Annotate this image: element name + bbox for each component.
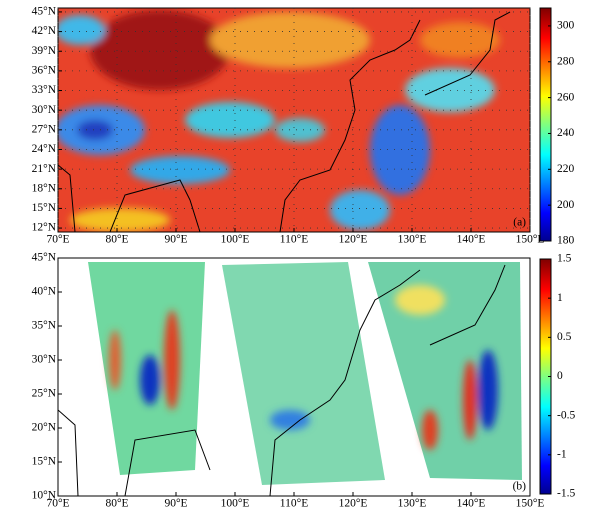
y-tick-label: 30°N — [32, 354, 57, 366]
y-tick-label: 45°N — [32, 252, 57, 264]
y-tick-label: 33°N — [32, 84, 57, 96]
x-tick-label: 100°E — [221, 498, 250, 510]
x-tick-label: 90°E — [164, 234, 187, 246]
x-tick-label: 110°E — [280, 234, 308, 246]
y-tick-label: 42°N — [32, 25, 57, 37]
x-tick-label: 80°E — [105, 498, 128, 510]
colorbar-tick-label: -1 — [557, 448, 567, 460]
colorbar-tick-label: 0.5 — [557, 331, 572, 343]
colorbar-tick-label: 240 — [557, 127, 575, 139]
y-tick-label: 21°N — [32, 163, 57, 175]
y-tick-label: 36°N — [32, 65, 57, 77]
colorbar-tick-label: -1.5 — [557, 488, 575, 500]
y-tick-label: 15°N — [32, 456, 57, 468]
colorbar-tick-label: -0.5 — [557, 409, 575, 421]
y-tick-label: 39°N — [32, 45, 57, 57]
colorbar-tick-label: 280 — [557, 55, 575, 67]
colorbar-tick-label: 220 — [557, 163, 575, 175]
x-tick-label: 150°E — [516, 234, 545, 246]
x-tick-label: 110°E — [280, 498, 308, 510]
y-tick-label: 12°N — [32, 222, 57, 234]
colorbar-tick-label: 1.5 — [557, 253, 572, 265]
colorbar-tick-label: 1 — [557, 292, 563, 304]
y-tick-label: 45°N — [32, 6, 57, 18]
difference-image — [58, 262, 522, 496]
x-tick-label: 150°E — [516, 498, 545, 510]
colorbar-tick-label: 300 — [557, 20, 575, 32]
x-tick-label: 100°E — [221, 234, 250, 246]
colorbar-tick-label: 260 — [557, 91, 575, 103]
y-tick-label: 15°N — [32, 202, 57, 214]
y-tick-label: 10°N — [32, 490, 57, 502]
x-tick-label: 140°E — [457, 498, 486, 510]
panel-label: (a) — [513, 217, 526, 229]
x-tick-label: 90°E — [164, 498, 187, 510]
colorbar-tick-label: 0 — [557, 370, 563, 382]
y-tick-label: 35°N — [32, 320, 57, 332]
y-tick-label: 40°N — [32, 286, 57, 298]
colorbar — [539, 7, 552, 242]
x-tick-label: 120°E — [339, 234, 368, 246]
brightness-temperature-image — [58, 8, 530, 232]
x-tick-label: 120°E — [339, 498, 368, 510]
y-tick-label: 20°N — [32, 422, 57, 434]
x-tick-label: 140°E — [457, 234, 486, 246]
colorbar-tick-label: 200 — [557, 199, 575, 211]
y-tick-label: 27°N — [32, 123, 57, 135]
x-tick-label: 70°E — [46, 234, 69, 246]
y-tick-label: 18°N — [32, 182, 57, 194]
y-tick-label: 24°N — [32, 143, 57, 155]
x-tick-label: 80°E — [105, 234, 128, 246]
x-tick-label: 130°E — [398, 498, 427, 510]
y-tick-label: 25°N — [32, 388, 57, 400]
y-tick-label: 30°N — [32, 104, 57, 116]
colorbar-tick-label: 180 — [557, 235, 575, 247]
x-tick-label: 130°E — [398, 234, 427, 246]
panel-label: (b) — [513, 481, 527, 493]
x-tick-label: 70°E — [46, 498, 69, 510]
